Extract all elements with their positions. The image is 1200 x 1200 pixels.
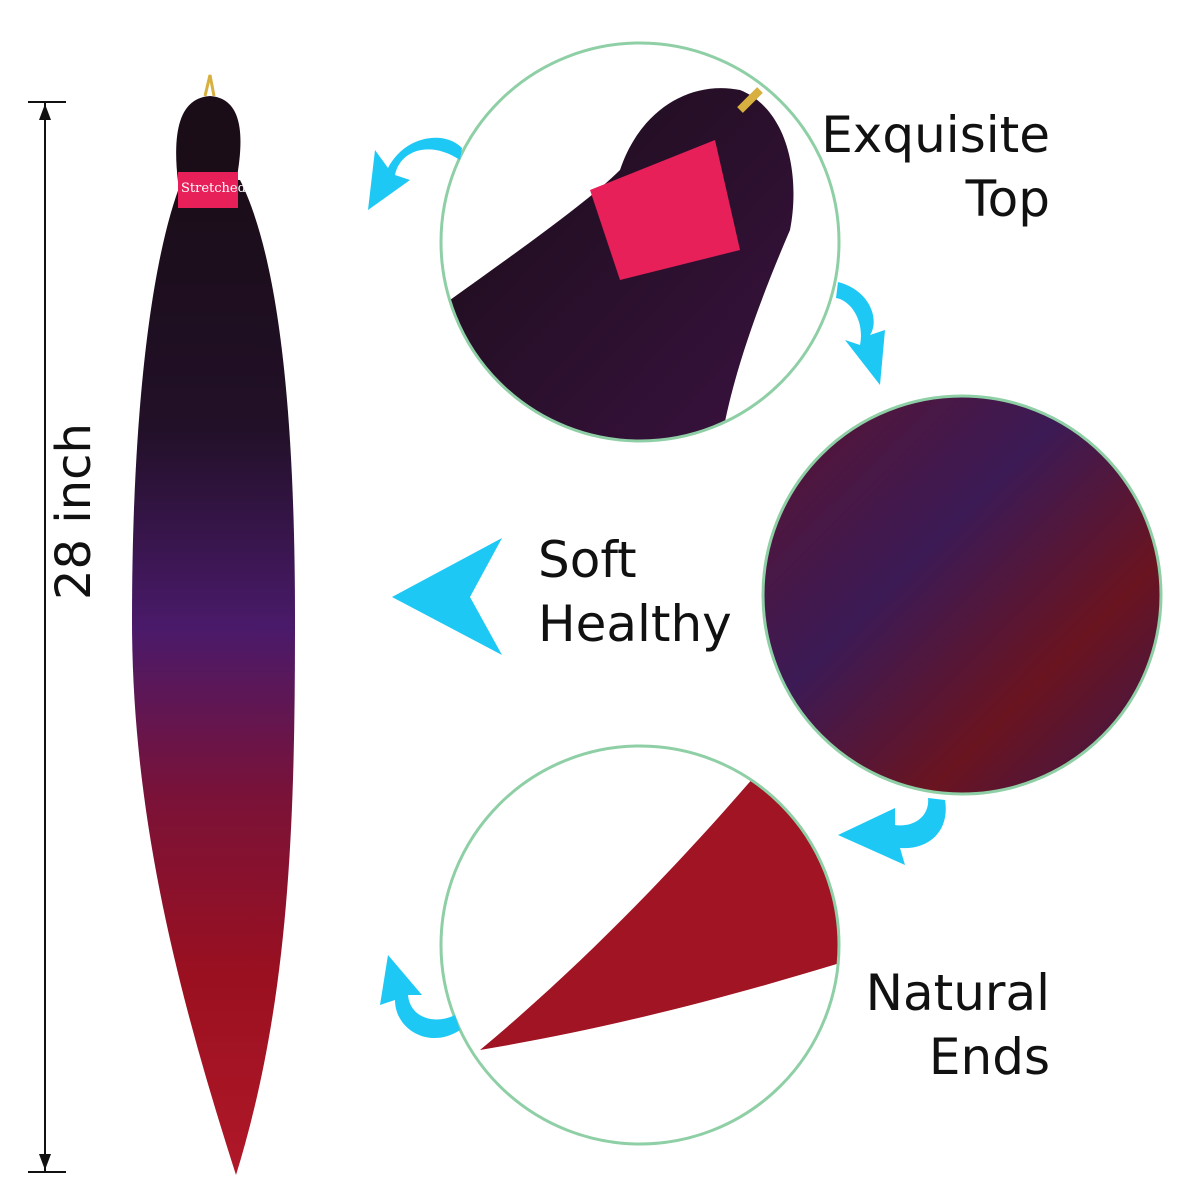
length-label: 28 inch [46,423,102,600]
feature-natural-ends: Natural Ends [865,964,1050,1086]
band-text: Stretched [181,181,246,196]
feature-soft-healthy: Soft Healthy [538,531,732,653]
curved-arrow-icon [368,137,462,210]
detail-circle-top [442,44,838,440]
feature-exquisite-top: Exquisite Top [821,106,1050,228]
arrow-icons [368,137,946,1039]
triangle-arrow-icon [392,538,502,655]
hair-band [178,172,238,208]
hair-bundle [132,74,295,1175]
dimension-line [28,101,66,1173]
curved-arrow-icon [836,282,885,385]
detail-circle-texture [764,397,1160,793]
curved-arrow-icon [838,798,946,865]
curved-arrow-icon [380,955,460,1039]
detail-circle-ends [442,747,838,1143]
